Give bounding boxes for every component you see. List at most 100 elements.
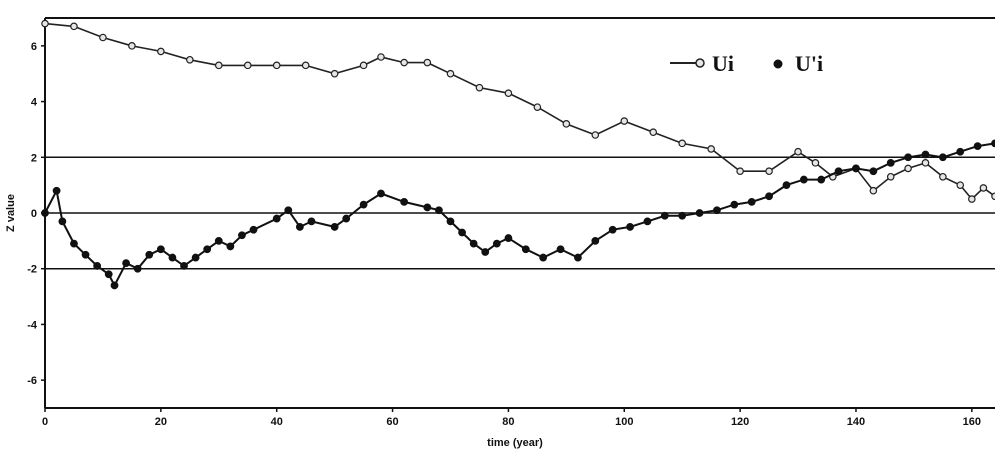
data-point-upi	[626, 223, 634, 231]
x-tick-label: 140	[847, 416, 865, 428]
data-point-upi	[973, 142, 982, 151]
data-point-upi	[643, 217, 652, 226]
data-point-upi	[168, 253, 177, 262]
data-point-upi	[556, 245, 565, 254]
legend-ui-label: Ui	[712, 51, 734, 76]
data-point-ui	[157, 47, 165, 56]
data-point-upi	[284, 206, 293, 215]
data-point-upi	[377, 189, 385, 198]
x-tick-label: 20	[155, 416, 167, 428]
data-point-ui	[301, 61, 310, 70]
series-layer	[41, 19, 995, 290]
data-point-ui	[475, 83, 484, 92]
data-point-upi	[852, 164, 860, 173]
data-point-upi	[104, 270, 113, 279]
x-ticks: 0 20 40 60 80 100 120 140 160	[42, 408, 981, 428]
data-point-upi	[481, 248, 490, 256]
y-tick-label: 4	[31, 97, 38, 109]
legend-upi-marker	[773, 59, 783, 69]
data-point-ui	[620, 117, 629, 125]
data-point-upi	[226, 242, 235, 251]
data-point-upi	[238, 231, 246, 240]
data-point-upi	[886, 158, 895, 167]
data-point-upi	[81, 250, 90, 259]
data-point-upi	[180, 262, 188, 270]
data-point-upi	[660, 211, 669, 220]
data-point-upi	[423, 203, 432, 212]
data-point-ui	[904, 164, 912, 173]
data-point-upi	[695, 209, 704, 217]
data-point-ui	[186, 55, 194, 64]
legend: Ui U'i	[670, 51, 823, 76]
data-point-upi	[52, 186, 61, 195]
y-tick-label: -2	[27, 264, 37, 276]
data-point-ui	[272, 61, 281, 70]
data-point-upi	[359, 200, 368, 209]
data-point-upi	[492, 239, 501, 248]
data-point-upi	[203, 245, 212, 254]
data-point-ui	[504, 89, 513, 98]
y-tick-label: 6	[31, 41, 37, 53]
data-point-ui	[562, 120, 571, 128]
y-tick-label: 0	[31, 208, 37, 220]
x-tick-label: 120	[731, 416, 749, 428]
data-point-ui	[736, 167, 744, 176]
data-point-ui	[330, 69, 339, 78]
data-point-upi	[904, 153, 913, 162]
data-point-ui	[811, 159, 820, 167]
data-point-upi	[272, 214, 281, 223]
x-tick-label: 40	[271, 416, 283, 428]
data-point-upi	[295, 223, 304, 231]
y-axis-label: Z value	[5, 194, 17, 232]
data-point-upi	[400, 197, 409, 206]
data-point-upi	[330, 223, 339, 231]
data-point-upi	[93, 262, 102, 270]
plot-area: 0 20 40 60 80 100 120 140 160 -6 -4 -2 0 2 4 6	[27, 17, 995, 428]
data-point-ui	[70, 22, 78, 31]
x-tick-label: 60	[386, 416, 398, 428]
data-point-upi	[869, 167, 878, 176]
data-point-ui	[41, 19, 49, 28]
reference-lines	[45, 156, 995, 270]
data-point-ui	[649, 128, 658, 137]
data-point-upi	[504, 234, 513, 242]
y-tick-label: -6	[27, 375, 37, 387]
data-point-upi	[58, 217, 67, 226]
data-point-ui	[243, 61, 252, 70]
data-point-ui	[956, 181, 965, 189]
data-point-ui	[400, 58, 408, 67]
data-point-upi	[521, 245, 530, 254]
data-point-ui	[533, 103, 542, 111]
data-point-upi	[156, 245, 165, 254]
data-point-upi	[458, 228, 466, 237]
data-point-ui	[128, 42, 136, 50]
data-point-ui	[377, 53, 385, 61]
x-tick-label: 160	[963, 416, 981, 428]
data-point-upi	[678, 211, 687, 220]
data-point-upi	[214, 236, 223, 245]
data-point-ui	[968, 195, 976, 203]
data-point-upi	[782, 181, 791, 190]
data-point-upi	[938, 153, 947, 162]
data-point-ui	[359, 61, 368, 70]
data-point-ui	[765, 167, 773, 176]
data-point-ui	[214, 61, 223, 70]
data-point-upi	[991, 139, 995, 148]
data-point-upi	[41, 209, 49, 217]
data-point-upi	[574, 253, 582, 262]
data-point-ui	[869, 186, 878, 195]
data-point-upi	[834, 167, 843, 176]
data-point-upi	[765, 192, 773, 201]
y-tick-label: 2	[31, 152, 37, 164]
x-tick-label: 80	[502, 416, 514, 428]
y-tick-label: -4	[27, 319, 38, 331]
data-point-ui	[591, 131, 600, 139]
data-point-upi	[713, 206, 721, 215]
data-point-upi	[817, 175, 826, 184]
data-point-upi	[747, 197, 756, 206]
data-point-upi	[730, 200, 739, 209]
data-point-upi	[70, 239, 78, 248]
data-point-upi	[591, 236, 600, 245]
data-point-upi	[921, 150, 930, 159]
data-point-ui	[423, 58, 432, 67]
